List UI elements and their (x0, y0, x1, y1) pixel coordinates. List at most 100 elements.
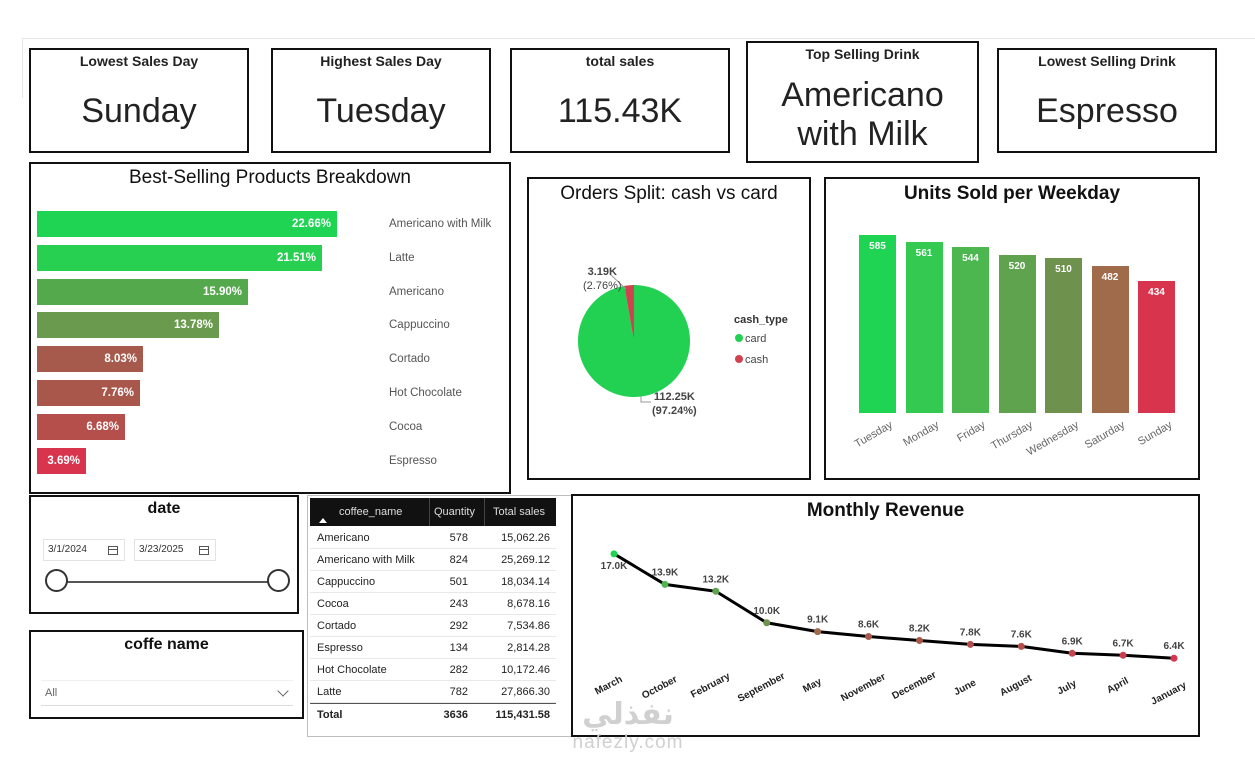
month-axis-label: February (689, 671, 732, 701)
pie-chart (578, 274, 690, 403)
table-row[interactable]: Cappuccino 501 18,034.14 (310, 571, 556, 593)
weekday-bar[interactable]: 482 (1091, 266, 1129, 413)
best-selling-panel[interactable]: Best-Selling Products Breakdown 22.66% Am… (29, 162, 511, 494)
monthly-revenue-title: Monthly Revenue (806, 500, 965, 521)
date-range-track[interactable] (56, 581, 278, 583)
table-row[interactable]: Cortado 292 7,534.86 (310, 615, 556, 637)
cell-sales: 25,269.12 (501, 554, 550, 566)
legend-label-card: card (745, 333, 767, 345)
table-row[interactable]: Latte 782 27,866.30 (310, 681, 556, 703)
header-total-sales[interactable]: Total sales (493, 506, 545, 518)
month-axis-label: September (736, 671, 787, 705)
weekday-bar[interactable]: 434 (1138, 281, 1175, 413)
card-pct: (97.24%) (652, 405, 697, 417)
units-weekday-panel[interactable]: Units Sold per Weekday 585 Tuesday 561 Mond… (824, 177, 1200, 480)
weekday-bar[interactable]: 561 (905, 242, 943, 413)
table-row[interactable]: Cocoa 243 8,678.16 (310, 593, 556, 615)
revenue-point[interactable] (1068, 649, 1076, 657)
legend-item-card[interactable]: card (735, 333, 766, 345)
kpi-title: Lowest Selling Drink (1038, 53, 1176, 69)
revenue-point[interactable] (865, 633, 873, 641)
leader-line-cash (610, 274, 627, 290)
bar-value-label: 13.78% (173, 319, 213, 332)
weekday-axis-label: Sunday (1135, 419, 1174, 449)
product-bar[interactable]: 6.68% (37, 413, 125, 440)
month-axis-label: July (1056, 678, 1079, 697)
table-row[interactable]: Americano 578 15,062.26 (310, 527, 556, 549)
start-date-input[interactable]: 3/1/2024 (43, 539, 125, 561)
revenue-point[interactable] (966, 640, 974, 648)
revenue-point[interactable] (1017, 642, 1025, 650)
product-bar[interactable]: 13.78% (37, 312, 219, 339)
table-row[interactable]: Hot Chocolate 282 10,172.46 (310, 659, 556, 681)
date-range-end-handle[interactable] (267, 569, 290, 592)
revenue-point[interactable] (763, 619, 771, 627)
monthly-revenue-panel[interactable]: Monthly Revenue 17.0K March 13.9K October 13… (571, 494, 1200, 737)
weekday-bars: 585 Tuesday 561 Monday 544 Friday 520 Thursday 5… (826, 179, 1198, 478)
weekday-bar[interactable]: 544 (952, 247, 989, 413)
bar-value-label: 21.51% (276, 251, 316, 264)
column-separator (429, 498, 430, 526)
calendar-icon[interactable] (199, 546, 209, 555)
header-quantity[interactable]: Quantity (434, 506, 475, 518)
watermark-url: nafezly.com (572, 732, 684, 753)
date-slicer: date 3/1/2024 3/23/2025 (29, 495, 299, 614)
revenue-point[interactable] (661, 580, 669, 588)
bar-value-label: 520 (1008, 261, 1026, 272)
cell-name: Hot Chocolate (317, 664, 387, 676)
pie-slice-cash[interactable] (624, 285, 634, 341)
leader-line-card (640, 396, 651, 403)
kpi-title: Top Selling Drink (805, 46, 920, 62)
cell-sales: 7,534.86 (507, 620, 550, 632)
table-total-row[interactable]: Total 3636 115,431.58 (310, 703, 556, 725)
kpi-value: Tuesday (316, 92, 446, 130)
product-bar[interactable]: 7.76% (37, 380, 140, 406)
revenue-value-label: 7.6K (1011, 629, 1033, 640)
cell-qty: 282 (449, 664, 468, 676)
table-row[interactable]: Americano with Milk 824 25,269.12 (310, 549, 556, 571)
weekday-bar[interactable]: 520 (998, 255, 1036, 413)
month-axis-label: April (1105, 675, 1130, 696)
cell-qty: 782 (449, 686, 468, 698)
date-range-start-handle[interactable] (45, 569, 68, 592)
cell-sales: 18,034.14 (501, 576, 550, 588)
product-label: Cocoa (389, 420, 423, 433)
revenue-point[interactable] (915, 636, 923, 644)
revenue-point[interactable] (814, 628, 822, 636)
coffee-sales-table[interactable]: coffee_name Quantity Total sales America… (307, 495, 591, 737)
cash-value: 3.19K (587, 266, 617, 278)
cell-name: Americano (317, 532, 370, 544)
units-weekday-title: Units Sold per Weekday (903, 183, 1121, 204)
orders-split-panel[interactable]: Orders Split: cash vs card 3.19K (2.76%)… (527, 177, 811, 480)
product-bar[interactable]: 15.90% (37, 278, 248, 305)
weekday-axis-label: Monday (901, 419, 942, 449)
product-bar[interactable]: 3.69% (37, 447, 86, 474)
table-row[interactable]: Espresso 134 2,814.28 (310, 637, 556, 659)
cell-name: Americano with Milk (317, 554, 415, 566)
calendar-icon[interactable] (108, 546, 118, 555)
product-bar[interactable]: 8.03% (37, 346, 143, 373)
revenue-point[interactable] (1119, 651, 1127, 659)
bar-value-label: 15.90% (202, 285, 242, 298)
revenue-point[interactable] (712, 587, 720, 595)
sort-ascending-icon[interactable] (319, 518, 327, 523)
revenue-point[interactable] (610, 550, 618, 558)
month-axis-label: August (998, 673, 1034, 699)
weekday-axis-label: Wednesday (1024, 419, 1081, 459)
chevron-down-icon[interactable] (277, 685, 289, 697)
product-bar[interactable]: 21.51% (37, 244, 322, 271)
pie-slice-card[interactable] (578, 285, 690, 398)
cell-qty: 578 (449, 532, 468, 544)
month-axis-label: May (801, 676, 824, 695)
card-value: 112.25K (653, 391, 695, 403)
end-date-input[interactable]: 3/23/2025 (134, 539, 216, 561)
weekday-bar[interactable]: 585 (859, 235, 896, 413)
legend-item-cash[interactable]: cash (735, 354, 768, 366)
bar-value-label: 510 (1055, 264, 1072, 275)
header-coffee-name[interactable]: coffee_name (339, 506, 403, 518)
product-bar[interactable]: 22.66% (37, 211, 337, 237)
cell-sales: 27,866.30 (501, 686, 550, 698)
revenue-point[interactable] (1170, 654, 1178, 662)
coffee-name-dropdown[interactable]: All (41, 680, 293, 706)
weekday-bar[interactable]: 510 (1045, 258, 1082, 413)
